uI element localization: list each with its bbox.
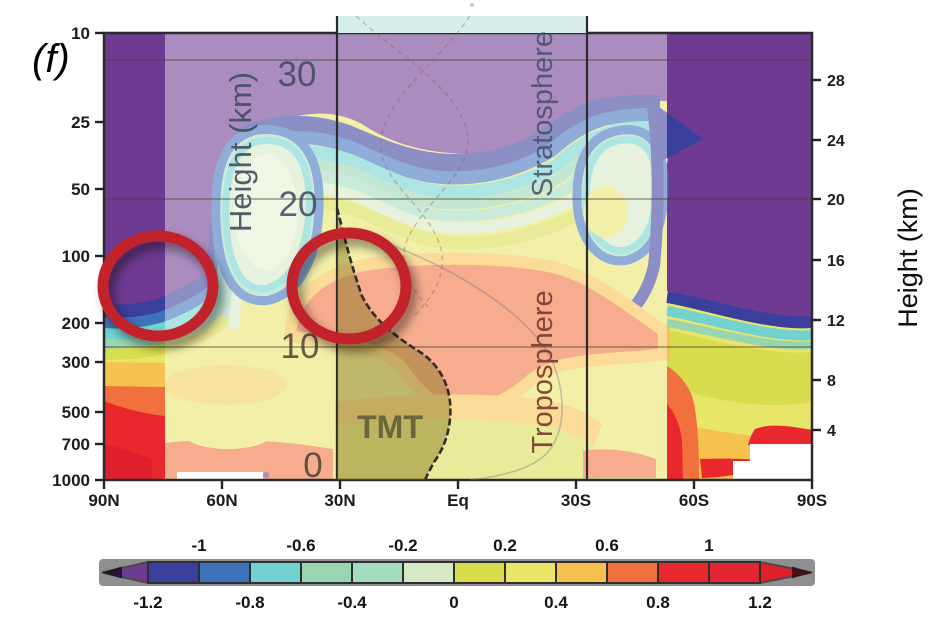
colorbar-cell: [657, 561, 710, 584]
colorbar-top-label: -1: [191, 536, 206, 555]
faint-weighting-curve: [339, 227, 563, 481]
right-tick-label: 28: [827, 73, 845, 90]
bottom-tick-label: 90N: [88, 491, 119, 510]
colorbar-bottom-label: 0.8: [646, 593, 670, 612]
colorbar-cell: [198, 561, 251, 584]
right-tick-label: 8: [827, 373, 836, 390]
tmt-label: TMT: [357, 409, 423, 445]
left-tick-label: 700: [62, 435, 90, 454]
overlay-height-tick-20: 20: [279, 185, 318, 224]
left-tick-label: 300: [62, 353, 90, 372]
highlight-circle-30N: [286, 227, 412, 345]
contour-field: [104, 33, 812, 480]
colorbar-cell: [606, 561, 659, 584]
bottom-axis: 90N 60N 30N Eq 30S 60S 90S: [88, 480, 827, 510]
colorbar-cell: [351, 561, 404, 584]
right-tick-label: 24: [827, 133, 845, 150]
colorbar-cell: [453, 561, 506, 584]
left-tick-label: 10: [71, 24, 90, 43]
left-tick-label: 100: [62, 247, 90, 266]
satellite-band-wash: [165, 33, 667, 480]
colorbar-cell: [708, 561, 761, 584]
overlay-height-tick-30: 30: [278, 55, 317, 94]
left-tick-label: 500: [62, 403, 90, 422]
colorbar-bottom-label: 0.4: [544, 593, 568, 612]
left-axis: 10 25 50 100 200 300 500 700 1000: [52, 24, 104, 490]
bottom-tick-label: 60S: [679, 491, 709, 510]
colorbar-bottom-label: -0.4: [337, 593, 367, 612]
colorbar-top-label: -0.6: [286, 536, 315, 555]
colorbar-cell: [249, 561, 302, 584]
right-axis-title: Height (km): [893, 188, 923, 328]
right-tick-label: 20: [827, 192, 845, 209]
colorbar-top-label: 1: [704, 536, 713, 555]
right-tick-label: 4: [827, 423, 836, 440]
left-tick-label: 1000: [52, 471, 90, 490]
overlay-height-axis-title: Height (km): [223, 72, 258, 232]
colorbar-cell: [300, 561, 353, 584]
colorbar-cell: [402, 561, 455, 584]
colorbar-top-label: 0.2: [493, 536, 517, 555]
highlight-circle-polar: [97, 230, 219, 342]
weighting-function-box: [335, 15, 589, 481]
left-tick-label: 25: [71, 113, 90, 132]
tmt-weighting-curve: [335, 207, 452, 481]
colorbar-cell: [147, 561, 200, 584]
bottom-tick-label: Eq: [447, 491, 469, 510]
faint-weighting-curve: [379, 15, 471, 317]
colorbar-bottom-label: 0: [449, 593, 458, 612]
stratosphere-label: Stratosphere: [527, 31, 559, 197]
artifact-dot: [470, 3, 474, 7]
right-tick-label: 16: [827, 253, 845, 270]
bottom-tick-label: 30N: [324, 491, 355, 510]
highlight-circles: [97, 227, 412, 345]
left-tick-label: 50: [71, 180, 90, 199]
right-tick-label: 12: [827, 313, 845, 330]
colorbar-bottom-label: 1.2: [748, 593, 772, 612]
colorbar: -1 -0.6 -0.2 0.2 0.6 1 -1.2 -0.8 -0.4 0 …: [99, 536, 815, 612]
colorbar-top-label: 0.6: [595, 536, 619, 555]
colorbar-bottom-label: -1.2: [133, 593, 162, 612]
colorbar-cell: [555, 561, 608, 584]
tmt-weighting-fill: [337, 208, 451, 480]
height-gridlines: [104, 59, 812, 348]
colorbar-top-label: -0.2: [388, 536, 417, 555]
bottom-tick-label: 30S: [561, 491, 591, 510]
bottom-tick-label: 90S: [797, 491, 827, 510]
left-tick-label: 200: [62, 314, 90, 333]
colorbar-bottom-label: -0.8: [235, 593, 264, 612]
panel-label: (f): [32, 37, 70, 81]
troposphere-label: Troposphere: [527, 290, 559, 453]
overlay-height-tick-0: 0: [303, 446, 322, 485]
bottom-tick-label: 60N: [206, 491, 237, 510]
colorbar-cell: [504, 561, 557, 584]
right-axis: 28 24 20 16 12 8 4 Height (km): [812, 73, 923, 440]
